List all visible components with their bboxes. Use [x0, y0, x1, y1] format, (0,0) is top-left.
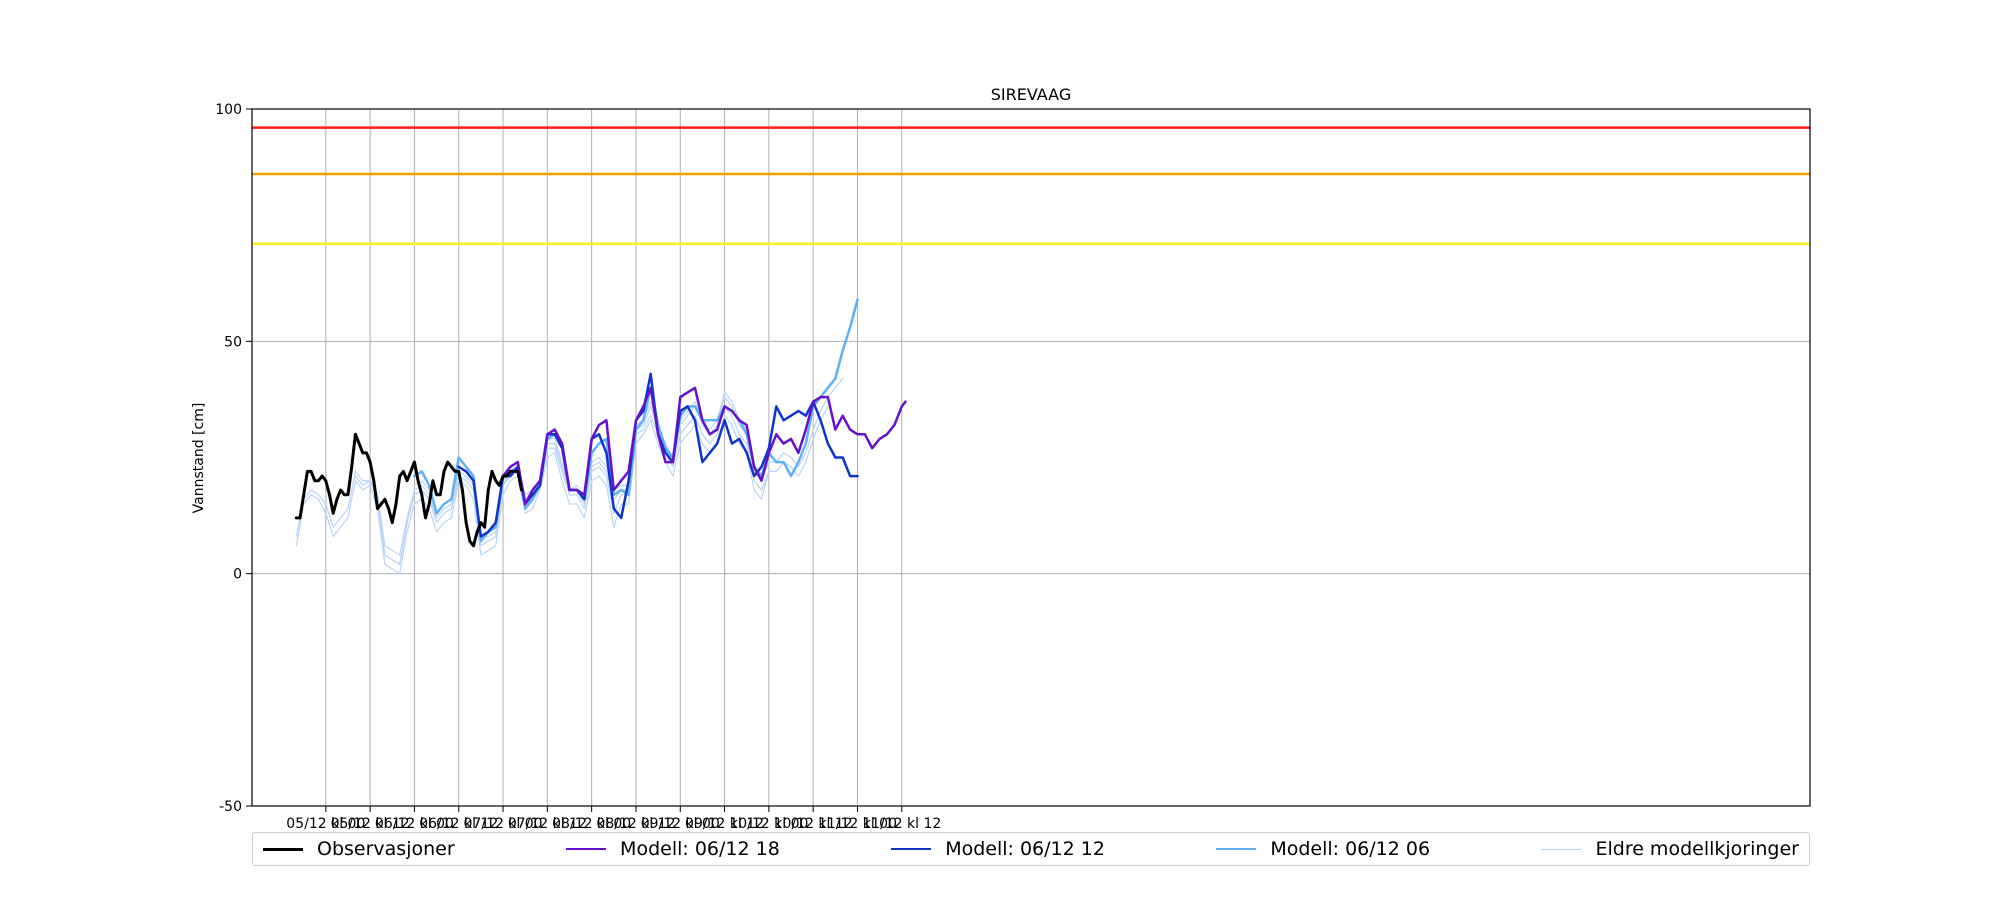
x-tick-label: 07/12 kl 12	[508, 816, 587, 832]
legend-label: Modell: 06/12 12	[945, 838, 1105, 860]
legend-item: Eldre modellkjoringer	[1541, 838, 1799, 860]
legend-swatch	[1216, 848, 1257, 850]
y-tick-label: -50	[219, 799, 242, 815]
x-tick-label: 06/12 kl 12	[419, 816, 498, 832]
series-line	[294, 432, 523, 548]
x-tick-label: 09/12 kl 12	[685, 816, 764, 832]
series-layer	[294, 298, 907, 575]
x-tick-label: 11/12 kl 12	[862, 816, 941, 832]
legend-label: Eldre modellkjoringer	[1595, 838, 1799, 860]
x-tick-label: 10/12 kl 12	[774, 816, 853, 832]
legend-item: Observasjoner	[263, 838, 455, 860]
y-axis-label: Vannstand [cm]	[191, 403, 207, 514]
series-line	[457, 372, 859, 538]
x-tick-label: 10/12 kl 00	[729, 816, 808, 832]
x-tick-label: 08/12 kl 00	[552, 816, 631, 832]
x-tick-label: 11/12 kl 00	[818, 816, 897, 832]
legend-swatch	[263, 847, 303, 851]
x-tick-label: 08/12 kl 12	[596, 816, 675, 832]
y-tick-label: 0	[233, 567, 242, 583]
grid-layer	[252, 108, 1810, 807]
legend-swatch	[1541, 848, 1582, 850]
series-line	[295, 405, 829, 575]
series-line	[295, 405, 770, 566]
legend-label: Observasjoner	[317, 838, 455, 860]
legend-swatch	[566, 848, 607, 850]
threshold-layer	[252, 126, 1810, 246]
legend: Observasjoner Modell: 06/12 18 Modell: 06/…	[252, 832, 1810, 866]
x-tick-label: 05/12 kl 00	[286, 816, 365, 832]
legend-item: Modell: 06/12 18	[566, 838, 780, 860]
chart-title: SIREVAAG	[991, 85, 1071, 104]
legend-label: Modell: 06/12 06	[1270, 838, 1431, 860]
x-tick-label: 09/12 kl 00	[641, 816, 720, 832]
legend-swatch	[891, 848, 932, 850]
x-tick-label: 07/12 kl 00	[464, 816, 543, 832]
legend-item: Modell: 06/12 06	[1216, 838, 1430, 860]
legend-label: Modell: 06/12 18	[620, 838, 780, 860]
legend-item: Modell: 06/12 12	[891, 838, 1105, 860]
y-tick-label: 50	[224, 334, 242, 350]
x-tick-label: 05/12 kl 12	[331, 816, 410, 832]
plot-frame	[251, 108, 1811, 807]
series-line	[501, 386, 907, 506]
y-tick-label: 100	[215, 102, 242, 118]
x-tick-label: 06/12 kl 00	[375, 816, 454, 832]
